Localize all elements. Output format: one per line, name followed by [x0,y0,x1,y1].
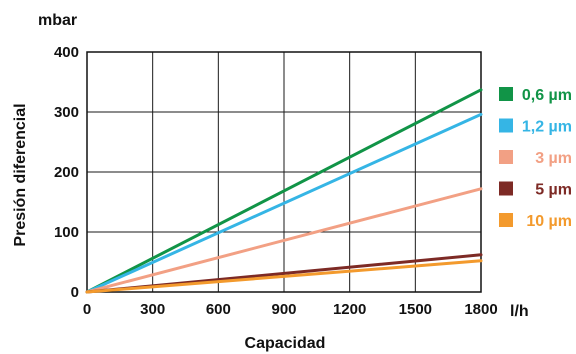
legend-label: 0,6 µm [522,87,572,104]
grid-layer [86,51,482,293]
legend: 0,6 µm 1,2 µm 3 µm 5 µm 10 µm [499,87,572,230]
series-line [85,88,483,294]
legend-swatch [499,118,513,133]
legend-swatch [499,150,513,164]
x-tick-label: 300 [140,301,165,318]
legend-label: 1,2 µm [522,119,572,136]
x-tick-label: 900 [271,301,296,318]
y-tick-label: 400 [54,44,79,61]
plot-frame [86,51,482,293]
legend-swatch [499,213,513,227]
legend-swatch [499,87,513,101]
x-tick-label: 1200 [333,301,366,318]
y-axis-title: Presión diferencial [12,103,29,246]
x-tick-label: 0 [83,301,91,318]
y-tick-label: 300 [54,104,79,121]
series-line [85,259,483,294]
series-line [85,187,483,294]
tick-labels: 0 300 600 900 1200 1500 1800 0 100 200 300 400 [54,44,498,318]
x-tick-label: 600 [206,301,231,318]
series-line [85,112,483,294]
legend-label: 3 µm [535,150,572,167]
series-lines [85,88,483,294]
y-tick-label: 100 [54,224,79,241]
y-unit-label: mbar [38,12,77,29]
legend-label: 5 µm [535,182,572,199]
y-tick-label: 200 [54,164,79,181]
x-tick-label: 1500 [399,301,432,318]
legend-swatch [499,181,513,196]
x-axis-title: Capacidad [245,335,326,352]
legend-label: 10 µm [526,213,572,230]
x-tick-label: 1800 [464,301,497,318]
y-tick-label: 0 [71,284,79,301]
x-unit-label: l/h [510,303,529,320]
